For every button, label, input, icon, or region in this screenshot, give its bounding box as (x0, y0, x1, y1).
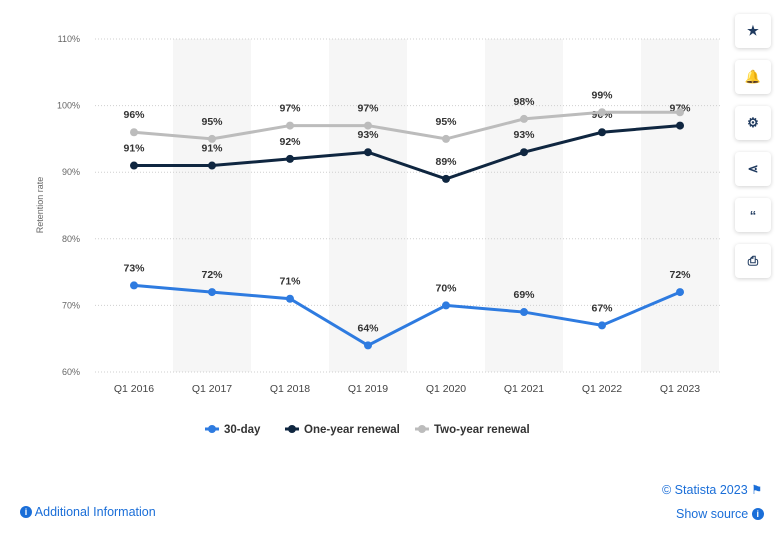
gear-icon: ⚙ (747, 115, 759, 130)
data-point[interactable] (442, 301, 450, 310)
data-label: 91% (201, 143, 223, 155)
info-icon: i (751, 508, 764, 520)
star-icon: ★ (747, 23, 759, 38)
data-point[interactable] (208, 134, 216, 143)
star-button[interactable]: ★ (735, 14, 771, 48)
column-band (173, 39, 251, 372)
data-point[interactable] (130, 281, 138, 290)
data-point[interactable] (442, 174, 450, 183)
x-tick-label: Q1 2016 (114, 383, 154, 395)
data-point[interactable] (364, 121, 372, 130)
y-tick-label: 100% (57, 101, 80, 111)
bell-button[interactable]: 🔔 (735, 60, 771, 94)
additional-information-link[interactable]: i Additional Information (20, 505, 156, 519)
column-band (485, 39, 563, 372)
y-tick-label: 110% (58, 34, 80, 44)
data-label: 70% (435, 282, 457, 294)
data-point[interactable] (676, 108, 684, 117)
data-point[interactable] (520, 148, 528, 157)
data-point[interactable] (364, 341, 372, 350)
y-tick-label: 90% (62, 167, 80, 177)
y-tick-label: 80% (62, 234, 80, 244)
legend-marker (208, 425, 216, 433)
column-band (329, 39, 407, 372)
data-point[interactable] (286, 154, 294, 163)
data-point[interactable] (598, 128, 606, 137)
data-label: 64% (357, 322, 379, 334)
data-point[interactable] (208, 161, 216, 170)
data-label: 69% (513, 289, 535, 301)
copyright-label: © Statista 2023 (662, 483, 748, 497)
x-tick-label: Q1 2023 (660, 383, 700, 395)
data-label: 95% (201, 116, 223, 128)
data-label: 99% (591, 89, 613, 101)
gear-button[interactable]: ⚙ (735, 106, 771, 140)
data-point[interactable] (286, 121, 294, 130)
data-label: 93% (357, 129, 379, 141)
print-icon: ⎙ (747, 253, 759, 268)
data-point[interactable] (520, 308, 528, 317)
data-point[interactable] (130, 161, 138, 170)
show-source-label: Show source (676, 507, 749, 521)
data-label: 71% (279, 276, 301, 288)
series-line (133, 110, 680, 141)
print-button[interactable]: ⎙ (735, 244, 771, 278)
bell-icon: 🔔 (744, 69, 762, 84)
legend-marker (288, 425, 296, 433)
series-line (134, 124, 681, 181)
quote-button[interactable]: “ (735, 198, 771, 232)
column-band (641, 39, 719, 372)
series-line (133, 283, 681, 348)
data-point[interactable] (598, 321, 606, 330)
data-point[interactable] (130, 128, 138, 137)
data-label: 93% (513, 129, 535, 141)
data-point[interactable] (676, 121, 684, 130)
data-point[interactable] (208, 288, 216, 297)
data-point[interactable] (286, 294, 294, 303)
x-tick-label: Q1 2018 (270, 383, 310, 395)
data-label: 72% (201, 269, 223, 281)
data-label: 91% (123, 143, 145, 155)
data-point[interactable] (676, 288, 684, 297)
data-label: 89% (435, 156, 457, 168)
data-label: 92% (279, 136, 301, 148)
x-tick-label: Q1 2022 (582, 383, 622, 395)
additional-information-label: Additional Information (34, 505, 156, 519)
y-tick-label: 70% (62, 300, 80, 310)
data-label: 97% (357, 103, 379, 115)
info-icon: i (20, 506, 32, 518)
data-label: 98% (513, 96, 535, 108)
data-label: 67% (591, 302, 613, 314)
data-label: 73% (123, 262, 145, 274)
data-point[interactable] (442, 134, 450, 143)
flag-icon: ⚑ (751, 483, 763, 497)
legend-label[interactable]: One-year renewal (304, 424, 400, 436)
share-icon: ⋖ (747, 161, 759, 176)
statista-copyright-link[interactable]: © Statista 2023 ⚑ (662, 482, 762, 497)
x-tick-label: Q1 2019 (348, 383, 388, 395)
data-point[interactable] (598, 108, 606, 117)
x-tick-label: Q1 2020 (426, 383, 466, 395)
share-button[interactable]: ⋖ (735, 152, 771, 186)
quote-icon: “ (749, 207, 757, 223)
data-label: 96% (123, 109, 145, 121)
data-point[interactable] (364, 148, 372, 157)
legend-label[interactable]: 30-day (224, 424, 261, 436)
data-label: 72% (669, 269, 691, 281)
y-axis-title: Retention rate (35, 177, 45, 234)
data-point[interactable] (520, 114, 528, 123)
x-tick-label: Q1 2021 (504, 383, 544, 395)
legend-label[interactable]: Two-year renewal (434, 424, 530, 436)
data-label: 97% (279, 103, 301, 115)
show-source-link[interactable]: Show source i (676, 507, 764, 521)
data-label: 95% (435, 116, 457, 128)
x-tick-label: Q1 2017 (192, 383, 232, 395)
legend-marker (418, 425, 426, 433)
y-tick-label: 60% (62, 367, 80, 377)
